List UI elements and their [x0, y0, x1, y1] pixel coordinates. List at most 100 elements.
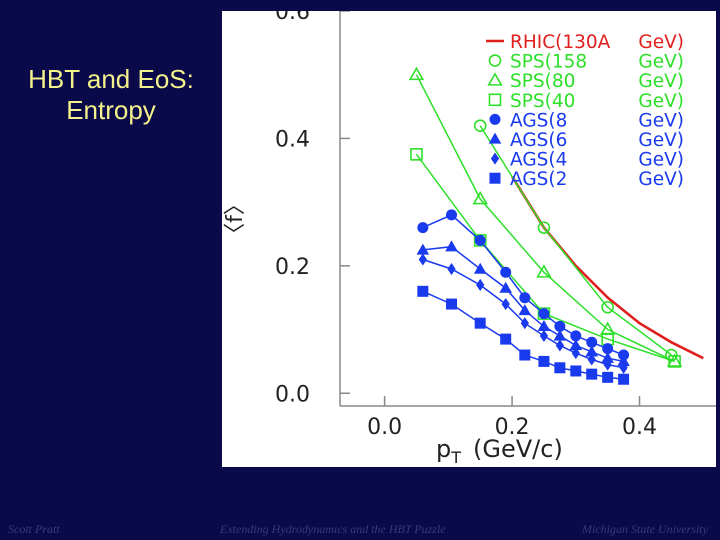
data-point [571, 347, 580, 360]
data-point [537, 320, 551, 332]
data-point [619, 361, 628, 374]
data-point [586, 336, 598, 348]
legend-label: SPS(158 [510, 52, 587, 73]
data-point [416, 243, 430, 255]
legend-energy: GeV) [638, 32, 684, 53]
legend-energy: GeV) [638, 110, 684, 131]
data-point [518, 304, 532, 316]
data-point [538, 308, 550, 320]
legend-label: AGS(8 [510, 110, 567, 131]
series-4 [417, 209, 630, 361]
data-point [587, 353, 596, 366]
legend-label: AGS(2 [510, 169, 567, 190]
data-point [501, 298, 510, 311]
slide-title-line2: Entropy [66, 95, 156, 125]
series-7 [417, 285, 630, 385]
data-point [418, 253, 427, 266]
series-line [415, 74, 675, 363]
data-point [618, 349, 630, 361]
legend-energy: GeV) [638, 150, 684, 171]
y-tick-label: 0.2 [275, 255, 310, 280]
data-point [473, 119, 487, 132]
slide-title-line1: HBT and EoS: [28, 64, 194, 94]
data-point [488, 132, 502, 144]
data-point [602, 343, 614, 355]
legend-label: RHIC(130A [510, 32, 611, 53]
data-point [500, 266, 512, 278]
data-point [603, 358, 612, 371]
y-tick-label: 0.0 [275, 382, 310, 407]
x-axis-label: pT (GeV/c) [436, 435, 563, 467]
legend-label: AGS(6 [510, 130, 567, 151]
data-point [488, 54, 502, 67]
footer-author: Scott Pratt [8, 522, 60, 536]
data-point [520, 317, 529, 330]
y-axis-label: 〈f〉 [223, 193, 248, 245]
data-point [618, 373, 630, 385]
footer-talk-title: Extending Hydrodynamics and the HBT Puzz… [220, 522, 446, 536]
data-point [447, 262, 456, 276]
series-6 [418, 253, 628, 374]
data-point [446, 209, 458, 221]
data-point [668, 355, 681, 368]
data-point [553, 329, 567, 341]
data-point [488, 93, 502, 107]
legend-energy: GeV) [638, 130, 684, 151]
data-point [601, 351, 614, 363]
chart-axes: 0.0 0.2 0.4 0.6 0.0 0.2 0.4 [275, 11, 716, 440]
data-point [519, 292, 531, 304]
data-point [490, 152, 500, 165]
data-point [499, 281, 513, 293]
data-point [445, 240, 458, 252]
footer-institution: Michigan State University [582, 522, 708, 536]
data-point [601, 300, 614, 314]
x-axis-label-unit: (GeV/c) [473, 435, 563, 463]
legend-label: AGS(4 [510, 150, 567, 171]
legend-label: SPS(40 [510, 91, 575, 112]
chart-panel: 0.0 0.2 0.4 0.6 0.0 0.2 0.4 RHIC(130A GeV) SPS(1… [222, 11, 716, 467]
data-point [570, 330, 582, 342]
data-point [489, 113, 501, 125]
data-point [602, 371, 614, 383]
series-5 [416, 240, 630, 367]
x-tick-label: 0.2 [495, 415, 530, 440]
data-point [474, 234, 486, 246]
legend-energy: GeV) [638, 71, 684, 92]
data-point [473, 262, 487, 274]
data-point [569, 339, 583, 351]
data-point [617, 355, 630, 367]
data-point [554, 362, 566, 374]
data-point [539, 329, 549, 342]
data-point [408, 66, 425, 81]
data-point [500, 333, 512, 345]
data-point [536, 264, 552, 278]
chart-series [408, 66, 704, 385]
data-point [489, 172, 501, 184]
data-point [446, 298, 458, 310]
chart-legend: RHIC(130A GeV) SPS(158 GeV) SPS(80 GeV) SPS(40… [486, 32, 684, 190]
data-point [538, 355, 550, 367]
data-point [519, 349, 531, 361]
data-point [585, 345, 599, 357]
x-tick-label: 0.0 [367, 415, 402, 440]
legend-energy: GeV) [638, 169, 684, 190]
data-point [487, 72, 503, 86]
legend-label: SPS(80 [510, 71, 575, 92]
x-axis-label-main: p [436, 435, 451, 463]
data-point [410, 148, 423, 161]
x-tick-label: 0.4 [622, 415, 657, 440]
data-point [537, 221, 551, 234]
data-point [417, 285, 429, 297]
y-tick-label: 0.4 [275, 127, 310, 152]
data-point [554, 320, 566, 332]
series-line [479, 125, 672, 356]
slide-title: HBT and EoS: Entropy [0, 64, 222, 126]
data-point [476, 278, 485, 292]
legend-energy: GeV) [638, 52, 684, 73]
x-axis-label-sub: T [450, 448, 461, 467]
data-point [472, 191, 488, 205]
y-tick-label: 0.6 [275, 11, 310, 25]
data-point [586, 368, 598, 380]
data-point [474, 317, 486, 329]
data-point [555, 339, 564, 352]
